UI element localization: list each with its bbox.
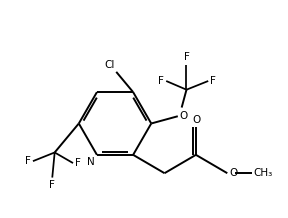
Text: F: F [49,180,55,190]
Text: F: F [210,76,216,86]
Text: Cl: Cl [104,60,114,70]
Text: F: F [158,76,164,86]
Text: N: N [87,157,95,167]
Text: F: F [25,156,31,166]
Text: O: O [229,168,238,178]
Text: CH₃: CH₃ [254,168,273,178]
Text: O: O [192,115,200,125]
Text: F: F [183,52,190,62]
Text: F: F [75,158,81,168]
Text: O: O [179,111,187,121]
